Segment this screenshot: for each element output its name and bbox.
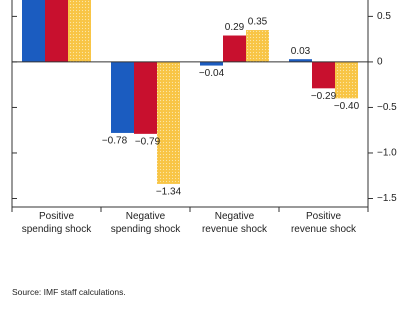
data-label: −1.34 (156, 187, 182, 198)
x-tick-label: Negative revenue shock (201, 211, 268, 235)
bar (134, 61, 157, 134)
y-tick-label: 0 (377, 57, 383, 68)
y-tick-label: −1.5 (377, 193, 397, 204)
data-label: −0.40 (334, 101, 360, 112)
bar (289, 59, 312, 62)
data-label: −0.29 (311, 91, 337, 102)
y-tick-label: −0.5 (377, 102, 397, 113)
x-tick-label: Positive revenue shock (290, 211, 357, 235)
bar (335, 61, 358, 99)
bar (111, 61, 134, 133)
data-label: 0.35 (248, 17, 268, 28)
bar (45, 0, 68, 62)
y-tick-label: −1.0 (377, 148, 397, 159)
bar (246, 30, 269, 62)
bar (312, 61, 335, 89)
data-label: −0.79 (135, 136, 161, 147)
bar (200, 61, 223, 66)
data-label: 0.03 (291, 46, 311, 57)
source: Source: IMF staff calculations. (12, 287, 126, 297)
x-tick-label: Positive spending shock (21, 211, 92, 235)
data-label: 0.29 (225, 22, 245, 33)
bar (68, 0, 91, 62)
y-tick-label: 0.5 (377, 11, 391, 22)
data-label: −0.78 (102, 136, 128, 147)
data-label: −0.04 (199, 68, 225, 79)
x-tick-label: Negative spending shock (110, 211, 181, 235)
bars (22, 0, 358, 184)
bar (157, 61, 180, 184)
bar (22, 0, 45, 62)
bar (223, 35, 246, 62)
